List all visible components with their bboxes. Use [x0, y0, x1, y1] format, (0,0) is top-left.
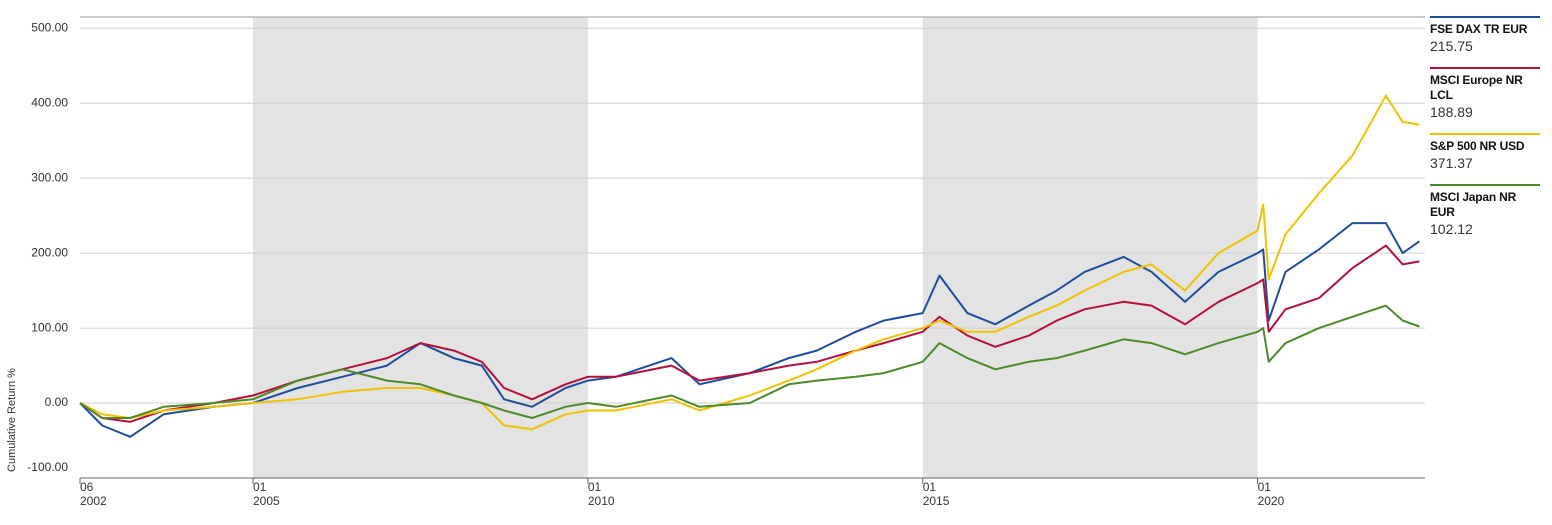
series-line [79, 304, 1420, 419]
legend-item: FSE DAX TR EUR 215.75 [1430, 16, 1540, 55]
legend-value: 371.37 [1430, 155, 1473, 171]
legend-name: S&P 500 NR USD [1430, 139, 1525, 153]
y-tick-label: 300.00 [31, 170, 68, 184]
legend-name: MSCI Europe NR LCL [1430, 73, 1523, 102]
x-tick-label: 01 2005 [253, 480, 280, 508]
series-line [79, 222, 1420, 438]
y-tick-label: 200.00 [31, 245, 68, 259]
shaded-range [922, 17, 1258, 478]
y-tick-label: 0.00 [45, 395, 69, 409]
y-axis-label: Cumulative Return % [6, 368, 18, 472]
legend-value: 215.75 [1430, 38, 1473, 54]
legend-item: MSCI Japan NR EUR 102.12 [1430, 184, 1540, 238]
y-tick-label: 500.00 [31, 20, 68, 34]
legend-name: MSCI Japan NR EUR [1430, 190, 1517, 219]
legend: FSE DAX TR EUR 215.75 MSCI Europe NR LCL 18… [1430, 16, 1540, 250]
series-line [79, 244, 1420, 423]
legend-value: 102.12 [1430, 221, 1473, 237]
x-tick-label: 01 2015 [922, 480, 950, 508]
legend-item: S&P 500 NR USD 371.37 [1430, 133, 1540, 172]
y-tick-label: 100.00 [31, 320, 68, 334]
series-line [79, 94, 1420, 431]
y-tick-label: 400.00 [31, 95, 68, 109]
x-tick-label: 06 2002 [80, 480, 107, 508]
legend-value: 188.89 [1430, 104, 1473, 120]
legend-item: MSCI Europe NR LCL 188.89 [1430, 67, 1540, 121]
x-tick-label: 01 2010 [587, 480, 615, 508]
y-tick-label: -100.00 [27, 460, 68, 474]
x-tick-label: 01 2020 [1257, 480, 1285, 508]
legend-name: FSE DAX TR EUR [1430, 22, 1528, 36]
shaded-range [253, 17, 588, 478]
